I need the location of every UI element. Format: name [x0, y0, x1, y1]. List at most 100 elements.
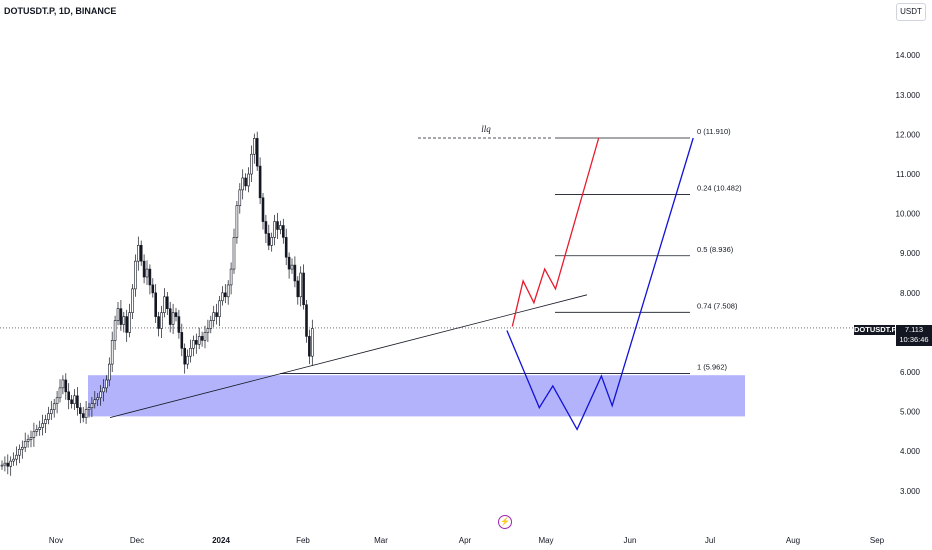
- candle-body: [139, 245, 143, 262]
- candle-body: [215, 312, 218, 317]
- candle-body: [177, 316, 181, 333]
- candle-body: [200, 336, 204, 341]
- x-tick-label: Dec: [130, 536, 144, 545]
- x-tick-label: Feb: [296, 536, 310, 545]
- candle-body: [281, 225, 285, 238]
- fib-level-label: 0 (11.910): [697, 127, 731, 136]
- y-tick-label: 4.000: [900, 447, 921, 456]
- candle-body: [192, 340, 195, 349]
- candle-body: [12, 458, 15, 462]
- y-tick-label: 13.000: [896, 91, 921, 100]
- candle-body: [264, 221, 268, 234]
- candle-body: [180, 332, 184, 349]
- bar-countdown: 10:36:46: [899, 335, 929, 344]
- candle-body: [20, 446, 24, 450]
- candle-body: [163, 296, 166, 313]
- candle-body: [160, 312, 163, 329]
- candle-body: [131, 288, 134, 313]
- candle-body: [49, 409, 53, 414]
- candle-body: [209, 320, 213, 329]
- candle-body: [87, 407, 91, 410]
- axes-layer: 14.000 13.000 12.000 11.000 10.000 9.000 8.000…: [49, 51, 921, 545]
- x-tick-label: Apr: [459, 536, 472, 545]
- y-tick-label: 6.000: [900, 368, 921, 377]
- candle-body: [76, 395, 79, 408]
- candle-body: [9, 460, 12, 467]
- candle-body: [226, 284, 230, 298]
- candle-body: [102, 387, 105, 393]
- fib-level-label: 0.5 (8.936): [697, 245, 734, 254]
- candle-body: [64, 379, 68, 393]
- candle-body: [84, 409, 88, 418]
- y-tick-label: 9.000: [900, 249, 921, 258]
- candle-body: [229, 268, 233, 286]
- candle-body: [58, 387, 62, 399]
- candle-body: [287, 256, 291, 270]
- candle-body: [44, 419, 47, 424]
- x-tick-label: Nov: [49, 536, 63, 545]
- x-tick-label: Jul: [705, 536, 715, 545]
- candle-body: [224, 292, 227, 298]
- candle-body: [189, 347, 192, 357]
- y-tick-label: 12.000: [896, 130, 921, 139]
- bullish-path: [511, 137, 600, 327]
- candle-body: [122, 316, 126, 325]
- candle-body: [247, 173, 250, 187]
- x-tick-label: Mar: [374, 536, 388, 545]
- candle-body: [61, 379, 65, 389]
- y-tick-label: 3.000: [900, 487, 921, 496]
- candle-body: [142, 260, 146, 278]
- candle-body: [250, 153, 253, 175]
- candle-body: [96, 397, 99, 401]
- candle-body: [151, 284, 155, 294]
- llq-annotation: llq: [481, 124, 491, 134]
- candle-body: [197, 336, 201, 345]
- candle-body: [168, 308, 172, 325]
- candle-body: [305, 304, 308, 337]
- support-zone-layer: [88, 375, 745, 417]
- y-tick-label: 8.000: [900, 289, 921, 298]
- y-tick-label: 11.000: [896, 170, 920, 179]
- candle-body: [70, 399, 73, 405]
- bearish-path: [506, 137, 694, 431]
- candles-layer: [0, 131, 314, 476]
- candle-body: [157, 316, 160, 329]
- candle-body: [238, 189, 242, 207]
- candle-body: [3, 462, 7, 466]
- candle-body: [134, 260, 137, 290]
- candle-body: [38, 427, 42, 430]
- candle-body: [206, 328, 210, 333]
- candle-body: [203, 332, 207, 341]
- support-zone: [88, 375, 745, 417]
- flash-icon[interactable]: ⚡: [498, 515, 512, 529]
- current-price-value: 7.113: [904, 325, 924, 334]
- candle-body: [145, 268, 149, 278]
- candle-body: [255, 138, 259, 167]
- candle-body: [90, 403, 94, 408]
- y-tick-label: 10.000: [896, 210, 921, 219]
- candle-body: [93, 399, 97, 405]
- candle-body: [113, 320, 117, 341]
- candle-body: [244, 177, 247, 187]
- candle-body: [308, 336, 311, 357]
- candle-body: [79, 407, 82, 414]
- candle-body: [73, 395, 76, 405]
- x-tick-label: 2024: [212, 536, 230, 545]
- candle-body: [296, 280, 300, 298]
- candle-body: [148, 268, 152, 286]
- candle-body: [108, 363, 111, 381]
- candle-body: [299, 272, 303, 298]
- rising-trendline: [109, 294, 588, 418]
- candle-body: [99, 391, 102, 399]
- candle-body: [26, 439, 30, 442]
- symbol-title: DOTUSDT.P, 1D, BINANCE: [4, 6, 117, 16]
- x-tick-label: Sep: [870, 536, 885, 545]
- currency-button[interactable]: USDT: [896, 3, 926, 21]
- candle-body: [18, 448, 21, 456]
- candle-body: [29, 437, 33, 440]
- candle-body: [284, 237, 288, 258]
- candle-body: [110, 340, 114, 365]
- candle-body: [241, 177, 244, 191]
- candle-body: [32, 431, 36, 438]
